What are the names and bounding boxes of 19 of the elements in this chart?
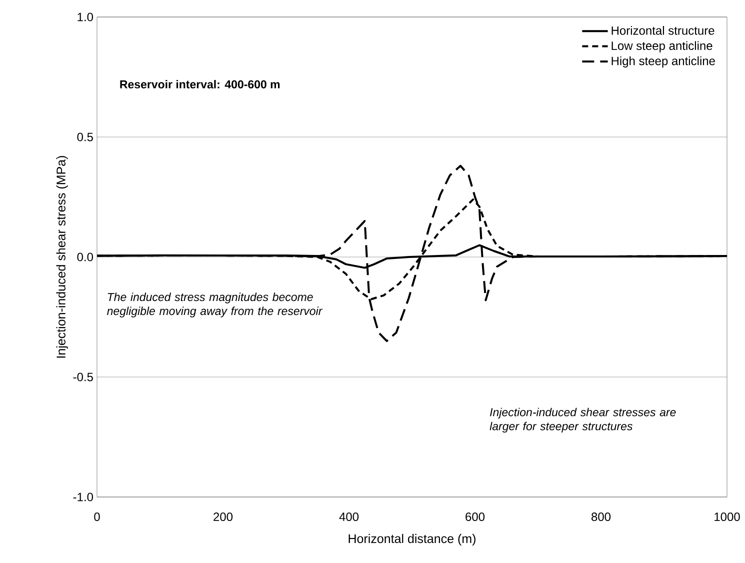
x-axis-title: Horizontal distance (m): [348, 534, 476, 546]
y-tick-label: 0.0: [77, 252, 94, 262]
y-tick-label: 1.0: [78, 12, 94, 22]
y-tick-label: -0.5: [73, 372, 93, 382]
annotation: Reservoir interval: 400-600 m: [120, 80, 280, 88]
x-tick-label: 800: [592, 512, 611, 522]
x-tick-label: 1000: [714, 512, 740, 522]
x-tick-label: 400: [339, 512, 359, 522]
annotation: The induced stress magnitudes become negligible moving away from the reservoir: [107, 292, 323, 318]
x-tick-label: 200: [214, 512, 233, 522]
legend-label: Horizontal structure: [612, 26, 714, 35]
x-tick-label: 600: [466, 512, 485, 522]
y-tick-label: -1.0: [73, 492, 94, 502]
y-tick-label: 0.5: [77, 132, 93, 142]
annotation: Injection-induced shear stresses are larger for steeper structures: [490, 408, 676, 433]
x-tick-label: 0: [94, 512, 100, 522]
legend-label: Low steep anticline: [612, 41, 712, 52]
legend-label: High steep anticline: [612, 56, 715, 68]
y-axis-title: Injection-induced shear stress (MPa): [56, 156, 68, 358]
